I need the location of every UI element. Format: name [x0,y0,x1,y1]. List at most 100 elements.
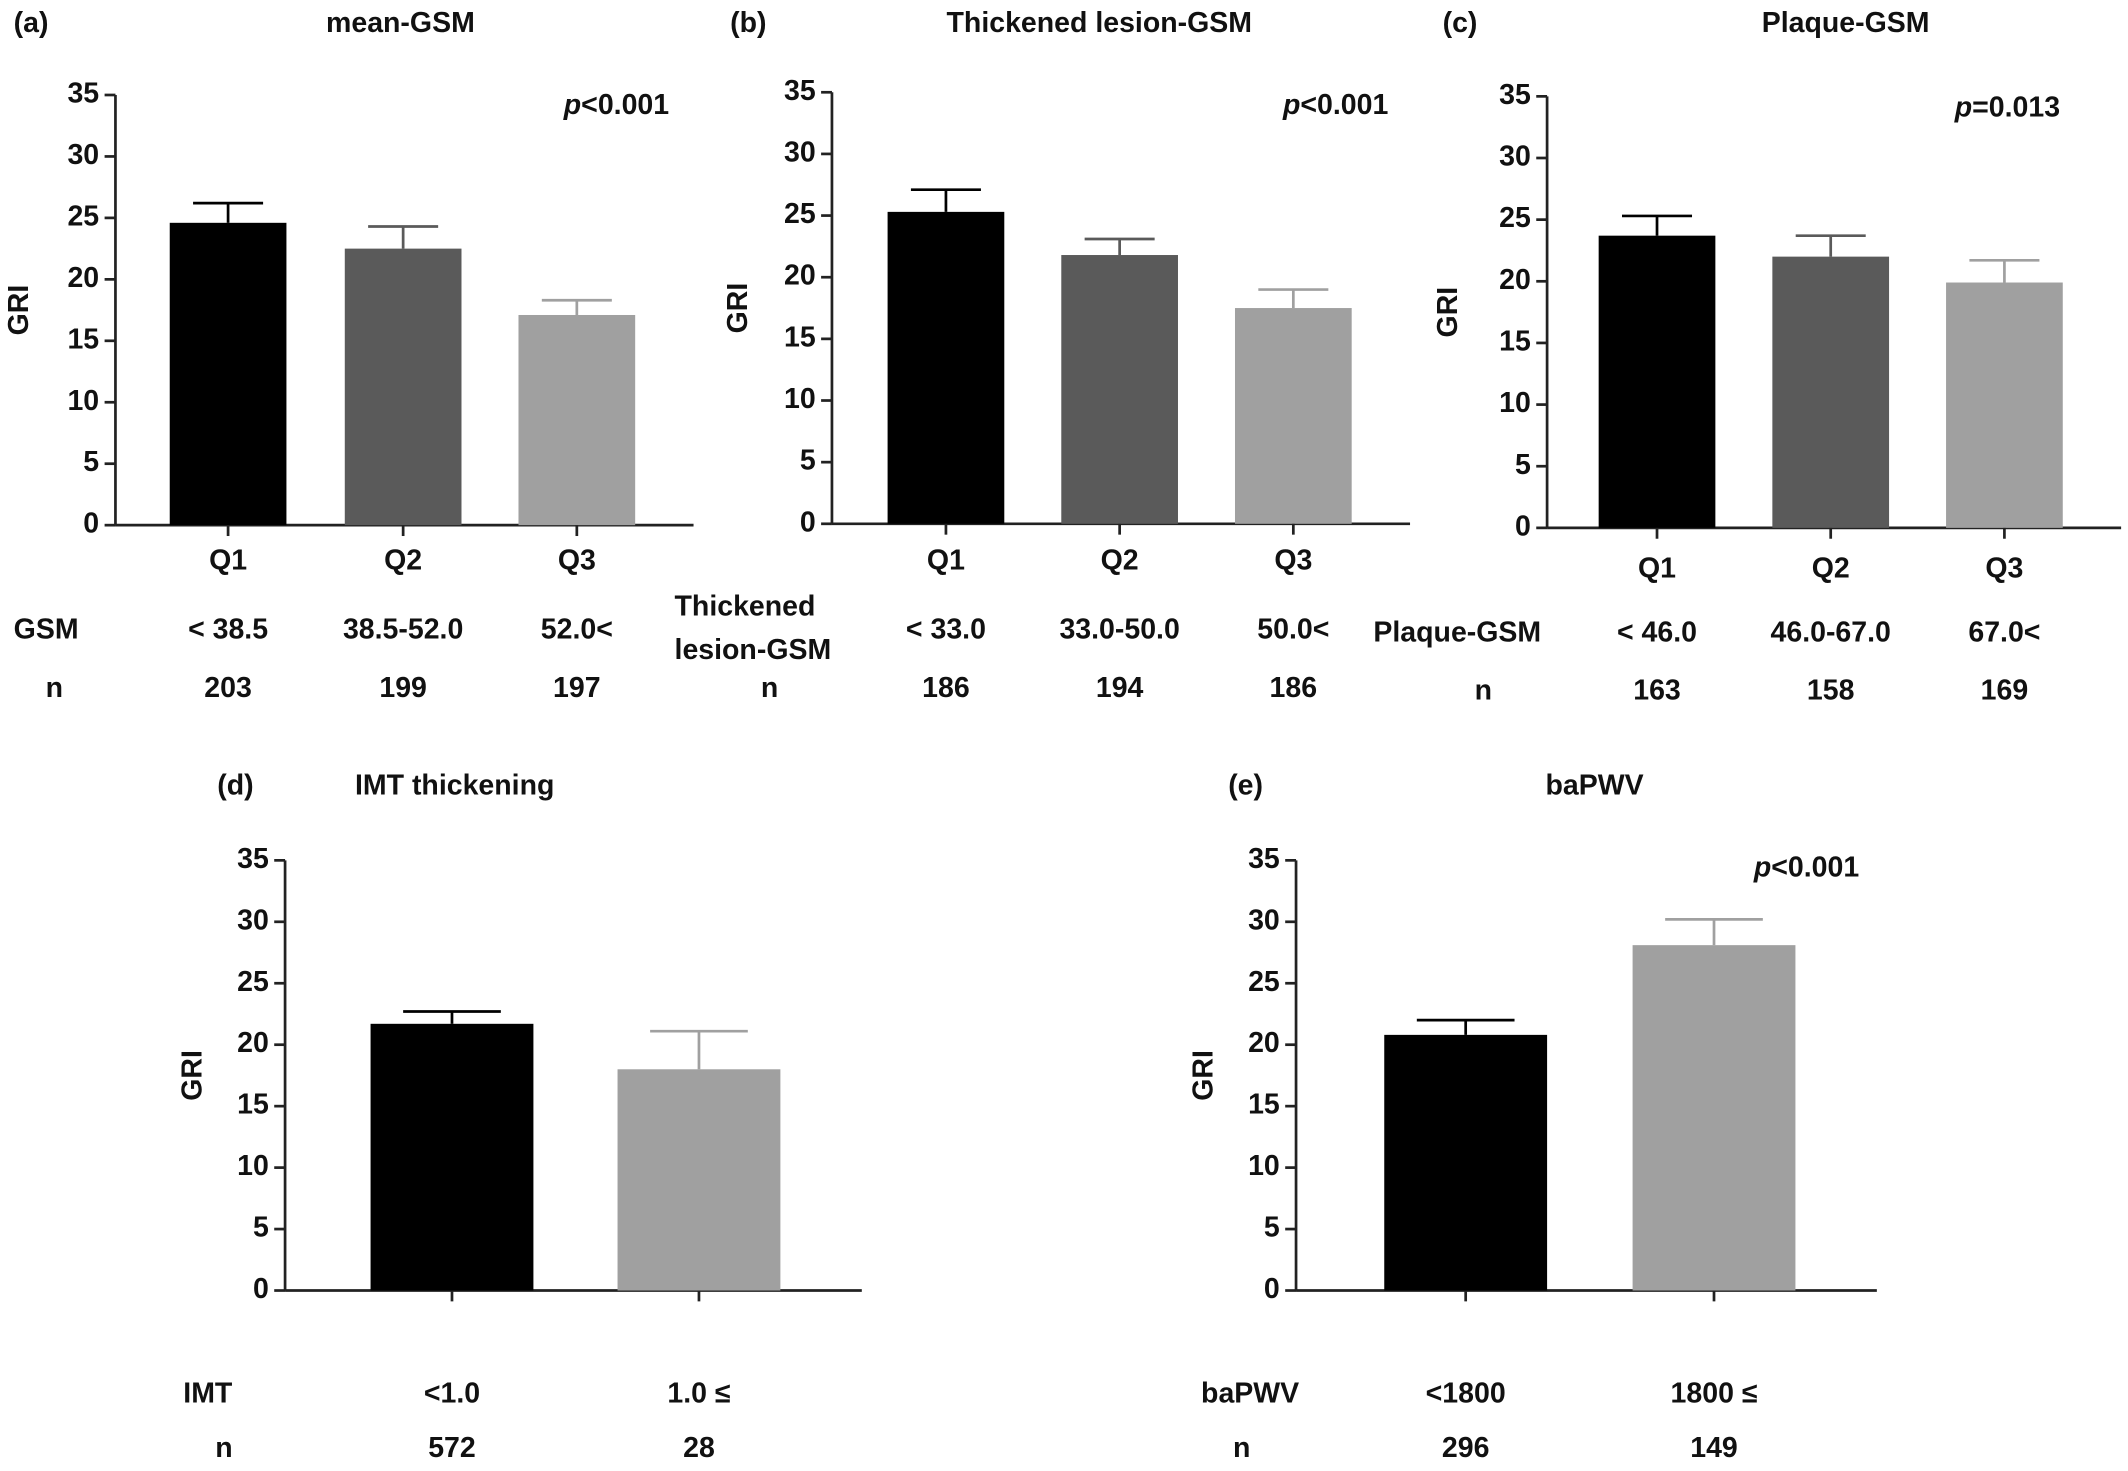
count: 199 [379,672,427,704]
y-tick-label: 20 [237,1027,269,1059]
y-tick-label: 25 [1248,966,1280,998]
panel-label: (b) [730,7,766,39]
row-label: baPWV [1201,1378,1299,1410]
group-label: 50.0< [1257,614,1329,646]
y-tick-label: 5 [1515,449,1531,481]
bar [370,1023,534,1291]
y-tick-label: 30 [784,136,816,168]
x-tick-label: Q2 [384,544,422,576]
annotation: p<0.001 [563,88,669,120]
y-tick-label: 30 [67,139,99,171]
y-tick-label: 25 [67,200,99,232]
chart-title: Thickened lesion-GSM [947,7,1252,39]
chart-title: mean-GSM [326,7,475,39]
y-tick-label: 5 [253,1212,269,1244]
y-tick-label: 15 [237,1089,269,1121]
chart-title: Plaque-GSM [1762,7,1930,39]
bar [1632,945,1796,1291]
x-tick-label: Q2 [1812,552,1850,584]
row-label: Plaque-GSM [1373,616,1541,648]
y-tick-label: 25 [784,198,816,230]
y-tick-label: 30 [237,904,269,936]
bar [1598,235,1716,528]
y-tick-label: 15 [784,321,816,353]
bar [887,211,1005,524]
y-tick-label: 20 [1248,1027,1280,1059]
y-tick-label: 35 [1499,79,1531,111]
x-tick-label: Q1 [927,544,965,576]
y-tick-label: 5 [83,446,99,478]
count: 203 [204,672,252,704]
y-tick-label: 30 [1248,904,1280,936]
y-tick-label: 0 [1515,510,1531,542]
panel-label: (e) [1228,770,1263,802]
x-tick-label: Q3 [1274,544,1312,576]
group-label: 67.0< [1968,616,2040,648]
group-label: 1800 ≤ [1671,1378,1758,1410]
bar [1946,282,2063,528]
panel-label: (d) [217,770,253,802]
count: 194 [1096,672,1144,704]
count: 197 [553,672,601,704]
y-tick-label: 0 [253,1273,269,1305]
bar [518,314,636,526]
y-tick-label: 10 [237,1150,269,1182]
row-label: n [46,672,63,704]
x-tick-label: Q3 [1985,552,2023,584]
y-tick-label: 0 [800,506,816,538]
chart-title: IMT thickening [355,770,554,802]
chart-title: baPWV [1546,770,1644,802]
y-axis-label: GRI [177,1050,209,1101]
annotation: p<0.001 [1753,851,1859,883]
count: 158 [1807,675,1855,707]
group-label: <1.0 [424,1378,480,1410]
count: 186 [1270,672,1318,704]
bar [1061,255,1178,524]
annotation: p=0.013 [1954,91,2060,123]
annotation: p<0.001 [1282,88,1388,120]
bar [169,222,287,526]
bar [344,248,462,526]
count: 572 [428,1432,476,1464]
row-label: n [761,672,778,704]
row-label: n [1475,675,1492,707]
count: 149 [1690,1432,1738,1464]
count: 169 [1981,675,2029,707]
group-label: < 46.0 [1617,616,1697,648]
y-axis-label: GRI [722,283,754,334]
count: 28 [683,1432,715,1464]
y-axis-label: GRI [3,285,35,336]
x-tick-label: Q2 [1101,544,1139,576]
bar [1772,256,1890,528]
group-label: 33.0-50.0 [1059,614,1179,646]
y-tick-label: 25 [237,966,269,998]
y-tick-label: 20 [784,260,816,292]
count: 163 [1633,675,1681,707]
count: 296 [1442,1432,1490,1464]
y-tick-label: 10 [1499,387,1531,419]
y-tick-label: 15 [67,323,99,355]
y-tick-label: 10 [67,385,99,417]
y-tick-label: 35 [67,78,99,110]
y-tick-label: 30 [1499,141,1531,173]
x-tick-label: Q3 [558,544,596,576]
y-tick-label: 10 [784,383,816,415]
y-tick-label: 5 [800,445,816,477]
group-label: 46.0-67.0 [1771,616,1891,648]
y-tick-label: 35 [1248,843,1280,875]
row-label: n [1233,1432,1250,1464]
y-tick-label: 20 [1499,264,1531,296]
count: 186 [922,672,970,704]
y-tick-label: 35 [237,843,269,875]
y-axis-label: GRI [1188,1050,1220,1101]
y-tick-label: 5 [1264,1212,1280,1244]
y-tick-label: 20 [67,262,99,294]
x-tick-label: Q1 [209,544,247,576]
group-label: < 38.5 [188,614,268,646]
row-label: GSM [14,614,79,646]
group-label: 38.5-52.0 [343,614,463,646]
y-tick-label: 10 [1248,1150,1280,1182]
group-label: < 33.0 [906,614,986,646]
row-label: n [215,1432,232,1464]
